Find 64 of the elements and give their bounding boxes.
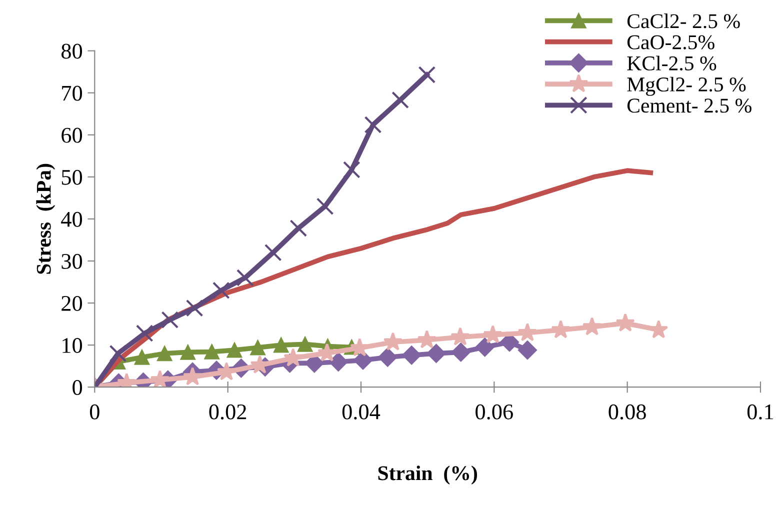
y-tick-label: 70 [62,86,82,101]
y-tick-label: 30 [62,254,82,269]
point [109,344,127,362]
y-tick-label: 0 [72,380,82,396]
x-tick-label: 0.04 [342,404,380,420]
legend-label: Cement- 2.5 % [627,98,752,113]
y-tick-label: 40 [61,212,82,227]
y-tick-label: 60 [62,128,82,143]
point [236,269,254,286]
x-tick-label: 0.08 [608,404,646,420]
point [264,244,282,262]
y-tick-label: 80 [61,44,82,59]
point [364,116,382,134]
point [250,340,266,356]
point [317,342,337,362]
point [180,344,196,360]
legend-label: KCl-2.5 % [627,56,716,70]
point [451,342,470,362]
x-tick-label: 0.1 [747,404,774,420]
point [156,346,172,362]
x-axis-title: Strain (%) [378,466,478,484]
point [316,198,334,216]
y-tick-label: 20 [62,296,82,311]
point [186,299,204,317]
point [136,324,154,342]
point [182,366,202,386]
point [273,337,289,353]
legend-label: MgCl2- 2.5 % [627,76,746,96]
x-tick-label: 0 [90,404,100,420]
point [475,338,494,357]
point [426,344,446,363]
point [418,66,436,84]
point [483,324,502,344]
point [283,348,303,366]
point [518,322,538,342]
point [402,346,422,365]
y-tick-label: 50 [62,170,82,185]
point [383,332,403,350]
point [350,338,370,356]
point [204,344,220,360]
x-tick-label: 0.02 [209,404,246,420]
point [378,348,398,367]
point [417,330,437,348]
point [250,355,270,374]
point [290,220,308,237]
point [392,91,409,109]
point [297,336,313,352]
legend-label: CaO-2.5% [627,35,714,50]
point [582,316,602,336]
y-axis-title: Stress (kPa) [36,164,56,274]
point [161,311,179,329]
point [226,342,242,358]
point [212,282,230,300]
y-tick-label: 10 [62,338,82,353]
point [150,370,170,388]
point [450,327,470,346]
point [518,340,537,360]
legend-label: CaCl2- 2.5 % [627,14,740,28]
point [353,350,373,370]
point [134,350,150,365]
point [551,320,570,338]
point [616,313,635,332]
x-tick-label: 0.06 [476,404,513,420]
point [342,161,360,178]
